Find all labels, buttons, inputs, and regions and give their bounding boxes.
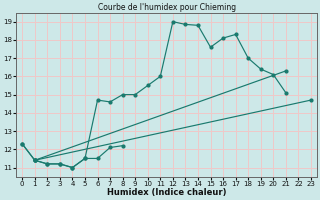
Title: Courbe de l'humidex pour Chieming: Courbe de l'humidex pour Chieming [98,3,236,12]
X-axis label: Humidex (Indice chaleur): Humidex (Indice chaleur) [107,188,226,197]
